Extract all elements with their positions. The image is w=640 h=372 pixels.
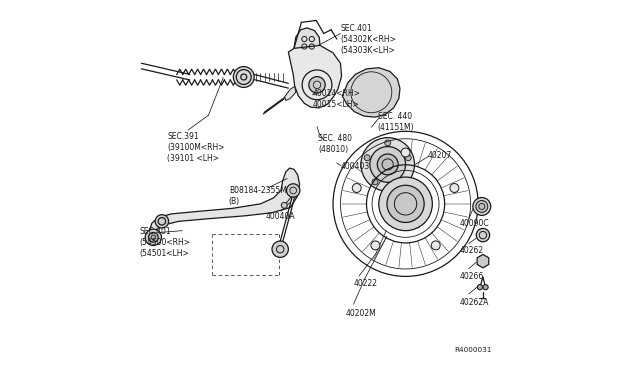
Circle shape bbox=[450, 183, 459, 192]
Circle shape bbox=[361, 138, 415, 191]
Text: 40202M: 40202M bbox=[346, 309, 377, 318]
Text: 400403: 400403 bbox=[340, 162, 370, 171]
Circle shape bbox=[372, 179, 378, 185]
Polygon shape bbox=[289, 45, 342, 108]
Circle shape bbox=[476, 228, 490, 242]
Text: 40262A: 40262A bbox=[460, 298, 489, 307]
Text: SEC.401
(54302K<RH>
(54303K<LH>: SEC.401 (54302K<RH> (54303K<LH> bbox=[340, 24, 396, 55]
Circle shape bbox=[156, 215, 168, 228]
Circle shape bbox=[476, 201, 488, 212]
Circle shape bbox=[352, 183, 361, 192]
Circle shape bbox=[397, 179, 403, 185]
Circle shape bbox=[473, 198, 491, 215]
Text: 40262: 40262 bbox=[460, 246, 484, 254]
Circle shape bbox=[148, 232, 158, 242]
Circle shape bbox=[282, 202, 287, 208]
Circle shape bbox=[145, 229, 161, 246]
Text: 40207: 40207 bbox=[428, 151, 452, 160]
Text: 40014<RH>
40015<LH>: 40014<RH> 40015<LH> bbox=[312, 89, 360, 109]
Circle shape bbox=[401, 148, 410, 157]
Polygon shape bbox=[477, 254, 489, 268]
Circle shape bbox=[364, 155, 370, 161]
Circle shape bbox=[272, 241, 289, 257]
Circle shape bbox=[234, 67, 254, 87]
Text: SEC. 480
(48010): SEC. 480 (48010) bbox=[318, 134, 352, 154]
Text: 40090C: 40090C bbox=[460, 219, 489, 228]
Circle shape bbox=[309, 77, 325, 93]
Text: 40222: 40222 bbox=[353, 279, 378, 288]
Circle shape bbox=[385, 140, 390, 146]
Circle shape bbox=[370, 147, 406, 182]
Text: R4000031: R4000031 bbox=[454, 347, 492, 353]
Circle shape bbox=[287, 184, 300, 197]
Text: 40040A: 40040A bbox=[266, 212, 296, 221]
Circle shape bbox=[378, 154, 398, 175]
Polygon shape bbox=[285, 86, 296, 100]
Text: B08184-2355M
(B): B08184-2355M (B) bbox=[229, 186, 287, 206]
Text: SEC.391
(39100M<RH>
(39101 <LH>: SEC.391 (39100M<RH> (39101 <LH> bbox=[168, 132, 225, 163]
Circle shape bbox=[405, 155, 411, 161]
Polygon shape bbox=[149, 168, 300, 244]
Circle shape bbox=[483, 285, 488, 290]
Circle shape bbox=[379, 177, 433, 231]
Circle shape bbox=[371, 241, 380, 250]
Circle shape bbox=[387, 185, 424, 222]
Polygon shape bbox=[342, 68, 400, 117]
Circle shape bbox=[431, 241, 440, 250]
Text: SEC. 440
(41151M): SEC. 440 (41151M) bbox=[378, 112, 414, 132]
Text: SEC.401
(54500<RH>
(54501<LH>: SEC.401 (54500<RH> (54501<LH> bbox=[140, 227, 191, 258]
Text: 40266: 40266 bbox=[460, 272, 484, 280]
Polygon shape bbox=[294, 28, 320, 54]
Circle shape bbox=[477, 285, 483, 290]
